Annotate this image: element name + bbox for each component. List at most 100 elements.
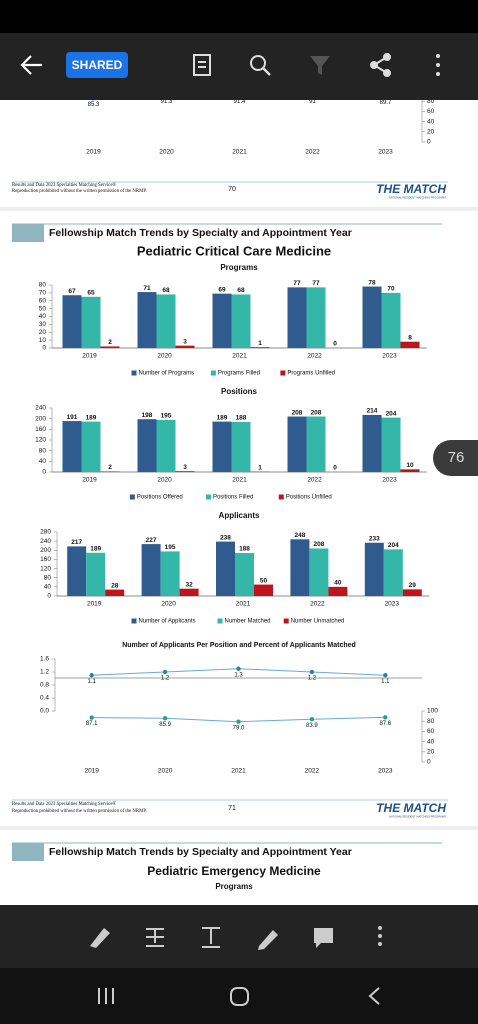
dot [378,942,382,946]
x-tick-label: 2021 [236,601,251,608]
bar [212,421,232,472]
value-label: 29 [409,582,417,589]
value-label: 188 [236,415,247,422]
y-tick-label: 0.8 [40,682,49,689]
point [89,715,94,720]
y2-tick-label: 20 [427,749,435,756]
bar [381,292,401,348]
bar [81,421,101,472]
value-label: 77 [293,280,301,287]
value-label: 2 [108,464,112,471]
share-button[interactable] [370,53,391,77]
legend-label: Positions Unfilled [286,495,332,501]
x-tick-label: 2023 [382,353,397,360]
value-label: 70 [387,286,395,293]
shared-label: SHARED [72,58,123,72]
pen-button[interactable] [258,930,278,950]
value-label: 195 [165,544,176,551]
legend-label: Number of Applicants [139,619,196,625]
value-label: 1.1 [381,679,390,685]
back-button[interactable] [20,55,42,75]
page-gap [0,207,478,211]
x-tick-label: 2020 [158,768,173,775]
toolbar-more-button[interactable] [378,926,382,946]
value-label: 188 [239,546,250,553]
search-button[interactable] [250,55,266,71]
point [309,669,315,675]
legend-label: Programs Unfilled [287,371,335,377]
page-indicator-label: 76 [448,449,465,466]
value-label: 71 [143,285,151,292]
value-label: 67 [68,288,76,295]
y-tick-label: 0.0 [40,708,49,715]
footer-line: Reproduction prohibited without the writ… [12,809,147,814]
bar [137,292,157,348]
y-tick-label: 0 [47,593,51,600]
legend-swatch [283,618,289,624]
x-tick-label: 2023 [382,477,397,484]
legend-swatch [129,494,135,500]
value-label: 78 [368,279,376,286]
x-tick-label: 2022 [305,768,320,775]
bar [160,551,180,596]
value-label: 40 [334,580,342,587]
value-label: 89.7 [380,100,392,106]
footer-line: Results and Data 2023 Specialties Matchi… [12,182,116,188]
dot [436,72,440,76]
value-label: 3 [183,338,187,345]
y-tick-label: 0.4 [40,695,49,702]
y-tick-label: 80 [39,447,47,454]
y-tick-label: 10 [39,337,47,344]
shared-button[interactable] [66,52,128,78]
bar [212,293,232,348]
dot [378,934,382,938]
recents-button[interactable] [98,988,114,1004]
more-button[interactable] [436,54,440,76]
value-label: 69 [218,286,226,293]
legend-label: Positions Filled [213,495,253,501]
y-tick-label: 280 [40,529,51,536]
strikethrough-button[interactable] [146,928,164,947]
bar [306,416,326,472]
point [383,673,388,678]
comment-button[interactable] [314,928,333,948]
x-tick-label: 2023 [385,601,400,608]
value-label: 208 [311,409,322,416]
value-label: 191 [67,414,78,421]
bar [383,549,403,596]
value-label: 214 [367,408,378,415]
chart-title: Programs [220,263,258,272]
bar [287,287,307,348]
filter-button[interactable] [310,56,330,75]
x-tick-label: 2019 [82,353,97,360]
y-tick-label: 200 [40,547,51,554]
legend-swatch [280,370,286,376]
y2-tick-label: 40 [427,118,435,125]
bar [309,548,329,596]
page-view-button[interactable] [193,54,211,76]
chart-title: Programs [215,882,253,891]
bar [381,417,401,472]
bar [362,414,382,472]
page-number: 70 [228,186,236,193]
value-label: 87.6 [379,721,391,727]
y-tick-label: 50 [39,305,47,312]
value-label: 68 [162,287,170,294]
back-nav-button[interactable] [368,987,380,1005]
legend-label: Number of Programs [139,371,195,377]
value-label: 87.1 [86,721,98,727]
dot [436,54,440,58]
home-button[interactable] [230,987,249,1006]
y2-tick-label: 0 [427,139,431,146]
y-tick-label: 240 [35,405,46,412]
highlighter-button[interactable] [90,928,110,948]
y2-tick-label: 0 [427,759,431,766]
value-label: 189 [86,414,97,421]
y-tick-label: 240 [40,538,51,545]
x-tick-label: 2022 [305,149,320,156]
bar [81,296,101,348]
underline-button[interactable] [202,927,220,948]
logo-sub: NATIONAL RESIDENT MATCHING PROGRAM® [389,196,446,200]
value-label: 65 [87,290,95,297]
